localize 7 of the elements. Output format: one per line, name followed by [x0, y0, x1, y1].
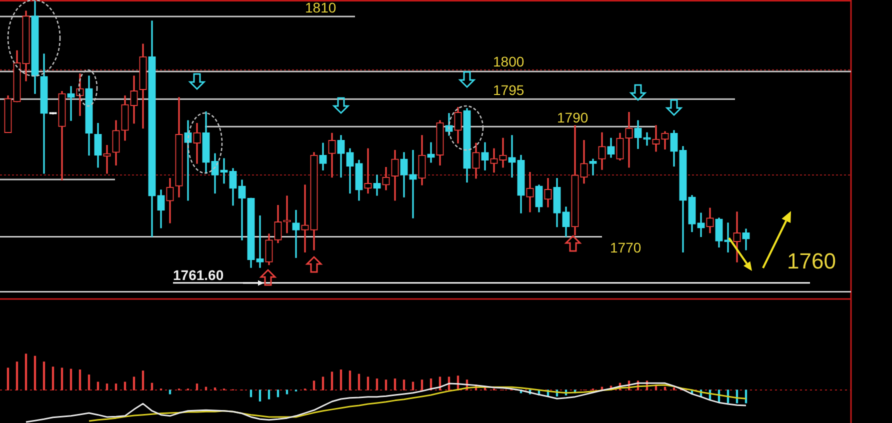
- ref-line-label: 1790: [557, 110, 588, 126]
- ref-line-label: 1800: [493, 54, 524, 70]
- ref-line-label: 1810: [305, 0, 336, 16]
- ref-line-label: 1770: [610, 240, 642, 256]
- ref-line-label: 1761.60: [173, 266, 224, 283]
- ref-line-label: 1795: [493, 82, 524, 98]
- ref-line-label: 1760: [787, 248, 836, 274]
